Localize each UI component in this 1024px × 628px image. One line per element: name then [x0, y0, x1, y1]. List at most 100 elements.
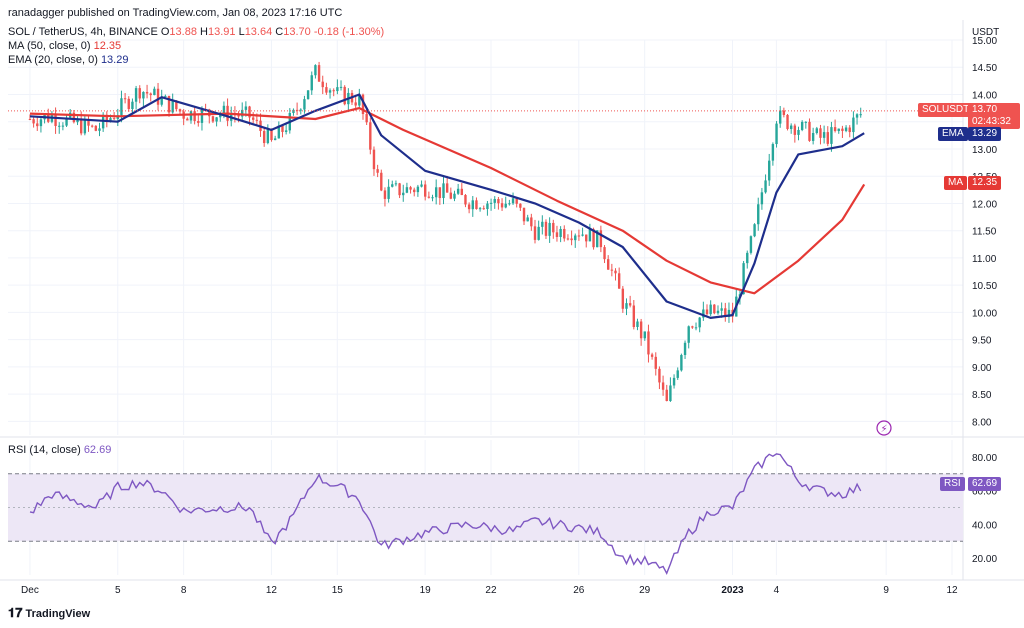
- rsi-value-tag: 62.69: [968, 477, 1002, 491]
- candle-body: [793, 125, 797, 135]
- candle-body: [39, 119, 43, 127]
- candle-body: [284, 130, 288, 132]
- candle-body: [160, 96, 163, 105]
- candle-body: [841, 128, 844, 131]
- rsi-tick-label: 80.00: [972, 453, 997, 464]
- candle-body: [541, 221, 544, 227]
- candle-body: [753, 224, 756, 237]
- ma50-line: [29, 107, 866, 295]
- candle-body: [555, 232, 559, 237]
- candle-body: [665, 389, 668, 402]
- candle-body: [142, 91, 145, 99]
- candle-body: [380, 172, 383, 191]
- ema-legend-label: EMA (20, close, 0): [8, 54, 98, 66]
- candle-body: [54, 115, 57, 126]
- candle-body: [251, 117, 255, 120]
- candle-body: [372, 149, 376, 170]
- candle-body: [453, 193, 456, 199]
- candle-body: [709, 304, 712, 315]
- candle-body: [32, 119, 35, 124]
- candle-body: [72, 112, 76, 123]
- candle-body: [123, 98, 127, 100]
- x-tick-label: 19: [420, 585, 432, 596]
- candle-body: [281, 125, 284, 132]
- candle-body: [270, 129, 273, 141]
- candle-body: [244, 106, 248, 110]
- candle-body: [537, 226, 540, 240]
- candle-body: [211, 116, 215, 122]
- candle-body: [574, 235, 577, 241]
- x-tick-label: 4: [774, 585, 780, 596]
- candle-body: [683, 342, 687, 355]
- candle-body: [200, 108, 204, 123]
- candle-body: [237, 115, 240, 117]
- ema20-line: [29, 93, 865, 319]
- candle-body: [427, 196, 431, 198]
- price-tick-label: 10.00: [972, 308, 997, 319]
- candle-body: [387, 186, 390, 199]
- ma-value-tag: 12.35: [968, 176, 1002, 190]
- candle-body: [83, 119, 87, 134]
- candle-body: [197, 121, 200, 123]
- candle-body: [632, 305, 636, 327]
- candle-body: [409, 187, 412, 190]
- candle-body: [127, 98, 130, 109]
- publisher-line: ranadagger published on TradingView.com,…: [8, 7, 343, 19]
- candle-body: [358, 94, 361, 106]
- ohlc-high: 13.91: [207, 26, 236, 38]
- candle-body: [691, 326, 694, 328]
- tradingview-logo-text: TradingView: [25, 608, 91, 620]
- price-tick-label: 14.00: [972, 90, 997, 101]
- candle-body: [504, 203, 507, 208]
- candle-body: [628, 303, 632, 306]
- candle-body: [98, 128, 101, 131]
- candle-body: [511, 198, 515, 204]
- candle-body: [489, 202, 493, 204]
- ohlc-close-label: C: [275, 26, 284, 38]
- candle-body: [156, 88, 160, 105]
- ma-legend-label: MA (50, close, 0): [8, 40, 91, 52]
- candle-body: [610, 269, 614, 271]
- candle-body: [746, 252, 749, 264]
- candle-body: [778, 110, 782, 124]
- candle-body: [424, 184, 427, 197]
- candle-body: [581, 234, 584, 236]
- candle-body: [658, 368, 661, 383]
- candle-body: [855, 114, 859, 118]
- ma-legend-value: 12.35: [93, 40, 122, 52]
- candle-body: [650, 354, 654, 357]
- candle-body: [713, 304, 716, 314]
- candle-body: [833, 127, 837, 132]
- candle-body: [405, 187, 409, 193]
- candle-body: [486, 203, 489, 210]
- x-tick-label: 29: [639, 585, 651, 596]
- price-tick-label: 9.00: [972, 363, 992, 374]
- candle-body: [614, 270, 617, 274]
- candle-body: [636, 321, 639, 327]
- candle-body: [219, 114, 222, 118]
- candle-body: [112, 118, 116, 120]
- candle-body: [79, 119, 83, 134]
- candle-body: [672, 377, 676, 386]
- candle-body: [852, 117, 855, 133]
- price-tick-label: 10.50: [972, 281, 997, 292]
- candle-body: [438, 187, 442, 199]
- x-tick-label: 9: [883, 585, 889, 596]
- candle-body: [87, 119, 90, 126]
- candle-body: [844, 127, 848, 131]
- candle-body: [149, 93, 152, 96]
- candle-body: [599, 230, 603, 248]
- candle-body: [570, 238, 573, 241]
- candle-body: [526, 217, 529, 222]
- candle-body: [61, 125, 65, 127]
- candle-body: [336, 87, 339, 92]
- candle-body: [724, 308, 727, 318]
- candle-body: [705, 309, 709, 315]
- candle-body: [577, 235, 581, 237]
- candle-body: [339, 86, 343, 88]
- candle-body: [727, 309, 731, 318]
- candle-body: [266, 129, 270, 144]
- price-symbol-tag: SOLUSDT: [918, 103, 974, 117]
- candle-body: [800, 121, 804, 130]
